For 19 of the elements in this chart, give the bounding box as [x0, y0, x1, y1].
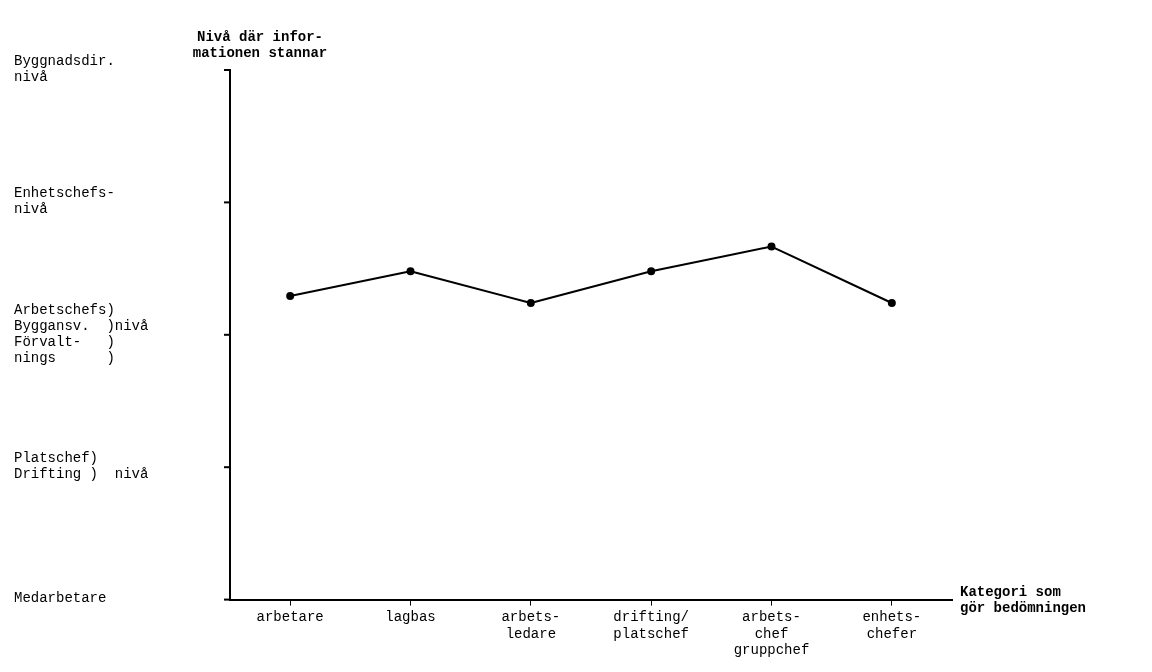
point [526, 299, 535, 308]
point [647, 267, 656, 276]
x-tick-label: enhets- chefer [862, 608, 922, 642]
text: Enhetschefs- nivå [14, 185, 115, 218]
text: Platschef) Drifting ) nivå [14, 449, 149, 482]
x-tick-label: lagbas [385, 608, 436, 625]
point [887, 299, 896, 308]
text: Byggnadsdir. nivå [14, 52, 115, 85]
text: Arbetschefs) Byggansv. )nivå Förvalt- ) nings ) [14, 301, 149, 366]
point [767, 242, 776, 251]
x-tick-label: arbets- chef gruppchef [733, 608, 810, 659]
x-tick-label: arbets- ledare [501, 608, 561, 642]
x-tick-label: drifting/ platschef [613, 608, 689, 642]
point [406, 267, 415, 276]
x-tick-label: arbetare [256, 608, 324, 625]
text: Medarbetare [14, 590, 107, 607]
point [286, 291, 295, 300]
x-axis-title: Kategori som gör bedömningen [960, 584, 1087, 617]
chart-title: Nivå där infor- mationen stannar [192, 28, 328, 61]
